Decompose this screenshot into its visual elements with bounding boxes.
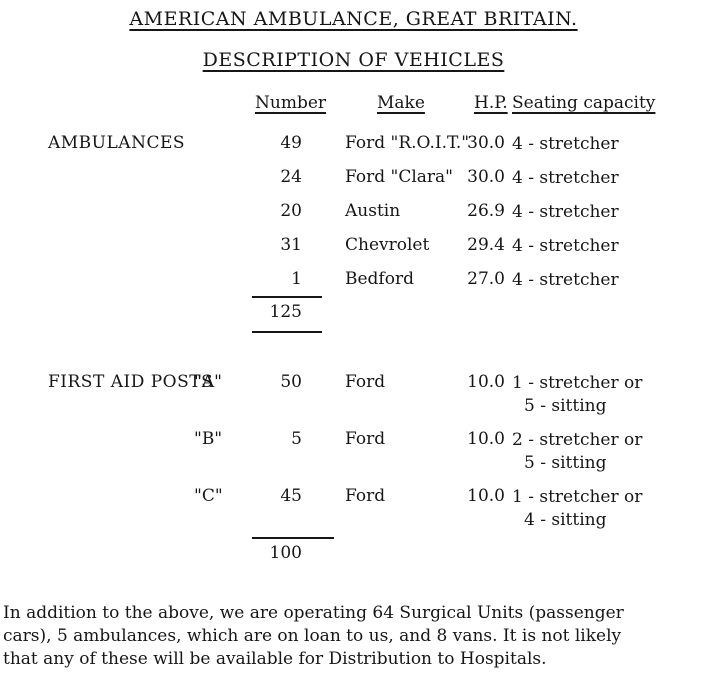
- post-cell: "C": [194, 486, 223, 506]
- number-cell: 5: [291, 429, 302, 449]
- hp-cell: 30.0: [467, 167, 505, 187]
- post-cell: "A": [194, 372, 222, 392]
- table-row: FIRST AID POSTS "A" 50 Ford 10.0 1 - str…: [0, 372, 707, 420]
- number-cell: 31: [280, 235, 302, 255]
- table-header-row: Number Make H.P. Seating capacity: [0, 93, 707, 117]
- seating-line2: 5 - sitting: [524, 396, 607, 416]
- number-cell: 1: [291, 269, 302, 289]
- number-cell: 24: [280, 167, 302, 187]
- make-cell: Ford "Clara": [345, 167, 453, 187]
- number-cell: 50: [280, 372, 302, 392]
- seating-cell: 4 - stretcher: [512, 168, 619, 188]
- seating-cell: 1 - stretcher or 4 - sitting: [512, 486, 642, 532]
- header-seating: Seating capacity: [512, 93, 656, 113]
- section-label-ambulances: AMBULANCES: [48, 133, 186, 153]
- make-cell: Chevrolet: [345, 235, 430, 255]
- seating-cell: 1 - stretcher or 5 - sitting: [512, 372, 642, 418]
- make-cell: Ford: [345, 429, 386, 449]
- make-cell: Austin: [345, 201, 401, 221]
- seating-cell: 4 - stretcher: [512, 134, 619, 154]
- hp-cell: 26.9: [467, 201, 505, 221]
- hp-cell: 27.0: [467, 269, 505, 289]
- make-cell: Ford "R.O.I.T.": [345, 133, 470, 153]
- seating-line1: 1 - stretcher or: [512, 487, 643, 507]
- hp-cell: 29.4: [467, 235, 505, 255]
- make-cell: Bedford: [345, 269, 414, 289]
- seating-cell: 2 - stretcher or 5 - sitting: [512, 429, 642, 475]
- total-rule-top: [252, 296, 322, 298]
- footer-line: In addition to the above, we are operati…: [3, 603, 624, 623]
- page-title: AMERICAN AMBULANCE, GREAT BRITAIN.: [129, 8, 578, 30]
- table-row: "C" 45 Ford 10.0 1 - stretcher or 4 - sit…: [0, 486, 707, 534]
- total-row: 100: [0, 543, 707, 567]
- hp-cell: 10.0: [467, 372, 505, 392]
- hp-cell: 10.0: [467, 486, 505, 506]
- total-row: 125: [0, 302, 707, 326]
- footer-line: cars), 5 ambulances, which are on loan t…: [3, 626, 622, 646]
- ambulances-total: 125: [269, 302, 302, 322]
- seating-cell: 4 - stretcher: [512, 236, 619, 256]
- seating-cell: 4 - stretcher: [512, 202, 619, 222]
- post-cell: "B": [194, 429, 223, 449]
- first-aid-posts-total: 100: [269, 543, 302, 563]
- table-row: 1 Bedford 27.0 4 - stretcher: [0, 269, 707, 293]
- seating-line1: 1 - stretcher or: [512, 373, 643, 393]
- table-row: 24 Ford "Clara" 30.0 4 - stretcher: [0, 167, 707, 191]
- hp-cell: 30.0: [467, 133, 505, 153]
- seating-line1: 2 - stretcher or: [512, 430, 643, 450]
- table-row: "B" 5 Ford 10.0 2 - stretcher or 5 - sitt…: [0, 429, 707, 477]
- section-label-first-aid-posts: FIRST AID POSTS: [48, 372, 214, 392]
- header-number: Number: [255, 93, 327, 113]
- hp-cell: 10.0: [467, 429, 505, 449]
- seating-cell: 4 - stretcher: [512, 270, 619, 290]
- number-cell: 49: [280, 133, 302, 153]
- number-cell: 45: [280, 486, 302, 506]
- footer-line: that any of these will be available for …: [3, 649, 547, 669]
- number-cell: 20: [280, 201, 302, 221]
- make-cell: Ford: [345, 486, 386, 506]
- page-subtitle: DESCRIPTION OF VEHICLES: [202, 49, 505, 71]
- total-rule-top: [252, 537, 334, 539]
- footer-note: In addition to the above, we are operati…: [3, 602, 705, 671]
- header-make: Make: [377, 93, 425, 113]
- table-row: AMBULANCES 49 Ford "R.O.I.T." 30.0 4 - s…: [0, 133, 707, 157]
- seating-line2: 5 - sitting: [524, 453, 607, 473]
- table-row: 31 Chevrolet 29.4 4 - stretcher: [0, 235, 707, 259]
- header-hp: H.P.: [474, 93, 508, 113]
- seating-line2: 4 - sitting: [524, 510, 607, 530]
- make-cell: Ford: [345, 372, 386, 392]
- total-rule-bottom: [252, 331, 322, 333]
- table-row: 20 Austin 26.9 4 - stretcher: [0, 201, 707, 225]
